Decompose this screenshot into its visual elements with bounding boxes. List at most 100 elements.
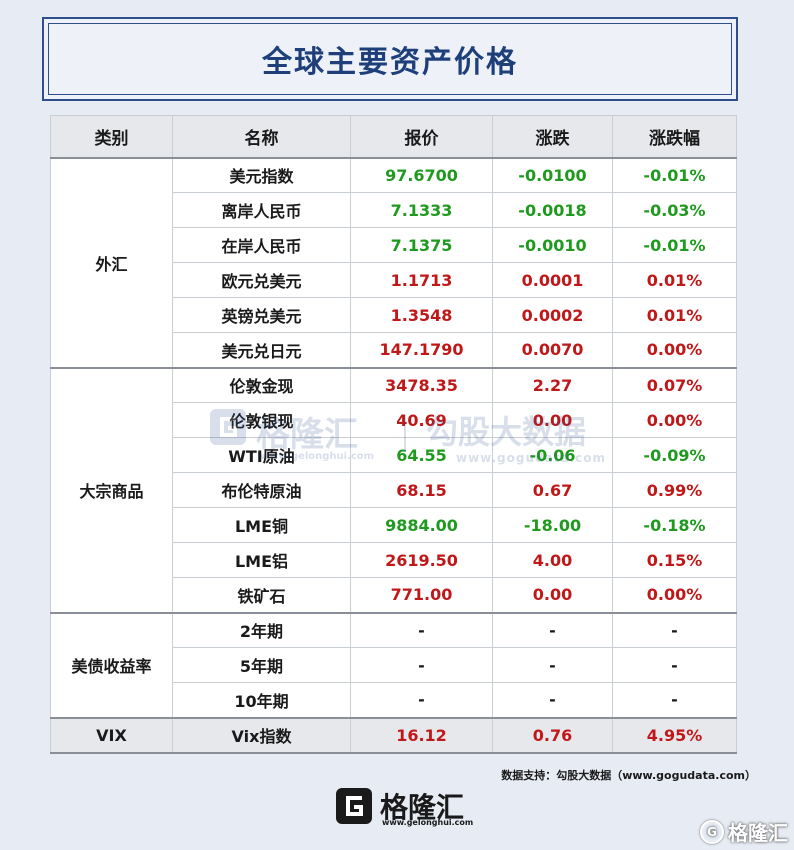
price-cell: 68.15 xyxy=(350,472,493,508)
price-cell: 64.55 xyxy=(350,437,493,473)
change-pct-cell: 0.00% xyxy=(612,402,737,438)
change-cell: 0.0070 xyxy=(492,332,613,369)
price-cell: 97.6700 xyxy=(350,157,493,193)
table-row: 铁矿石 771.00 0.00 0.00% xyxy=(51,577,737,614)
header-category: 类别 xyxy=(50,115,173,158)
price-cell: - xyxy=(350,647,493,683)
asset-name-cell: 铁矿石 xyxy=(172,577,351,614)
header-change-pct: 涨跌幅 xyxy=(612,115,737,158)
table-row: 离岸人民币 7.1333 -0.0018 -0.03% xyxy=(51,192,737,228)
table-row: 布伦特原油 68.15 0.67 0.99% xyxy=(51,472,737,508)
header-change: 涨跌 xyxy=(492,115,613,158)
table-row: WTI原油 64.55 -0.06 -0.09% xyxy=(51,437,737,473)
price-cell: - xyxy=(350,612,493,648)
change-cell: - xyxy=(492,612,613,648)
table-body: 外汇 美元指数 97.6700 -0.0100 -0.01% 离岸人民币 7.1333 -0.… xyxy=(50,157,737,754)
change-pct-cell: -0.01% xyxy=(612,157,737,193)
price-cell: 147.1790 xyxy=(350,332,493,369)
change-cell: 2.27 xyxy=(492,367,613,403)
price-cell: 3478.35 xyxy=(350,367,493,403)
change-pct-cell: 0.00% xyxy=(612,332,737,369)
change-pct-cell: 0.99% xyxy=(612,472,737,508)
table-row: 大宗商品 伦敦金现 3478.35 2.27 0.07% xyxy=(50,367,737,614)
asset-name-cell: 英镑兑美元 xyxy=(172,297,351,333)
change-pct-cell: - xyxy=(612,612,737,648)
table-row: 美元兑日元 147.1790 0.0070 0.00% xyxy=(51,332,737,369)
table-row: VIX Vix指数 16.12 0.76 4.95% xyxy=(50,717,737,754)
table-header-row: 类别 名称 报价 涨跌 涨跌幅 xyxy=(50,115,737,158)
change-pct-cell: 0.07% xyxy=(612,367,737,403)
page-title: 全球主要资产价格 xyxy=(262,45,518,80)
footer-brand: 格隆汇 xyxy=(380,791,465,824)
footer-logo: 格隆汇 www.gelonghui.com xyxy=(334,786,473,830)
asset-name-cell: 2年期 xyxy=(172,612,351,648)
asset-name-cell: 伦敦金现 xyxy=(172,367,351,403)
asset-name-cell: LME铝 xyxy=(172,542,351,578)
header-price: 报价 xyxy=(350,115,493,158)
asset-name-cell: 伦敦银现 xyxy=(172,402,351,438)
change-pct-cell: 0.01% xyxy=(612,297,737,333)
price-cell: 2619.50 xyxy=(350,542,493,578)
change-pct-cell: - xyxy=(612,647,737,683)
price-cell: 771.00 xyxy=(350,577,493,614)
change-pct-cell: -0.01% xyxy=(612,227,737,263)
asset-name-cell: 欧元兑美元 xyxy=(172,262,351,298)
data-source-note: 数据支持：勾股大数据（www.gogudata.com） xyxy=(501,769,756,782)
change-cell: 0.0001 xyxy=(492,262,613,298)
gelonghui-circle-icon: G xyxy=(700,819,724,844)
change-cell: 0.00 xyxy=(492,577,613,614)
table-row: 5年期 - - - xyxy=(51,647,737,683)
asset-price-table: 类别 名称 报价 涨跌 涨跌幅 外汇 美元指数 97.6700 -0.0100 -0.0… xyxy=(50,115,737,754)
change-cell: 0.76 xyxy=(492,717,613,754)
price-cell: 16.12 xyxy=(350,717,493,754)
asset-name-cell: 美元兑日元 xyxy=(172,332,351,369)
change-cell: - xyxy=(492,647,613,683)
asset-name-cell: Vix指数 xyxy=(172,717,351,754)
price-cell: 9884.00 xyxy=(350,507,493,543)
change-cell: -0.0018 xyxy=(492,192,613,228)
category-cell: 大宗商品 xyxy=(50,367,173,614)
table-row: 英镑兑美元 1.3548 0.0002 0.01% xyxy=(51,297,737,333)
corner-brand: 格隆汇 xyxy=(728,821,788,845)
title-inner-frame: 全球主要资产价格 xyxy=(48,23,732,95)
corner-watermark: G 格隆汇 xyxy=(700,817,788,846)
gelonghui-logo-icon xyxy=(336,788,372,824)
asset-name-cell: 离岸人民币 xyxy=(172,192,351,228)
change-cell: -0.0100 xyxy=(492,157,613,193)
change-pct-cell: 0.00% xyxy=(612,577,737,614)
change-cell: 0.0002 xyxy=(492,297,613,333)
price-cell: 1.3548 xyxy=(350,297,493,333)
change-cell: 0.00 xyxy=(492,402,613,438)
change-cell: -0.06 xyxy=(492,437,613,473)
asset-name-cell: LME铜 xyxy=(172,507,351,543)
category-cell: 外汇 xyxy=(50,157,173,369)
change-pct-cell: 0.01% xyxy=(612,262,737,298)
change-pct-cell: -0.09% xyxy=(612,437,737,473)
category-cell: 美债收益率 xyxy=(50,612,173,719)
change-pct-cell: 0.15% xyxy=(612,542,737,578)
table-row: 在岸人民币 7.1375 -0.0010 -0.01% xyxy=(51,227,737,263)
price-cell: 1.1713 xyxy=(350,262,493,298)
asset-name-cell: 5年期 xyxy=(172,647,351,683)
asset-name-cell: 美元指数 xyxy=(172,157,351,193)
title-frame: 全球主要资产价格 xyxy=(42,17,738,101)
price-cell: 7.1375 xyxy=(350,227,493,263)
table-row: 外汇 美元指数 97.6700 -0.0100 -0.01% xyxy=(50,157,737,369)
change-pct-cell: -0.03% xyxy=(612,192,737,228)
change-cell: -0.0010 xyxy=(492,227,613,263)
price-cell: - xyxy=(350,682,493,719)
category-cell: VIX xyxy=(50,717,173,754)
asset-name-cell: 布伦特原油 xyxy=(172,472,351,508)
asset-name-cell: 10年期 xyxy=(172,682,351,719)
table-row: 美债收益率 2年期 - - - xyxy=(50,612,737,719)
change-pct-cell: - xyxy=(612,682,737,719)
price-cell: 7.1333 xyxy=(350,192,493,228)
change-pct-cell: -0.18% xyxy=(612,507,737,543)
footer-url: www.gelonghui.com xyxy=(382,818,474,827)
change-cell: -18.00 xyxy=(492,507,613,543)
asset-name-cell: 在岸人民币 xyxy=(172,227,351,263)
header-name: 名称 xyxy=(172,115,351,158)
table-row: 欧元兑美元 1.1713 0.0001 0.01% xyxy=(51,262,737,298)
price-cell: 40.69 xyxy=(350,402,493,438)
change-cell: - xyxy=(492,682,613,719)
